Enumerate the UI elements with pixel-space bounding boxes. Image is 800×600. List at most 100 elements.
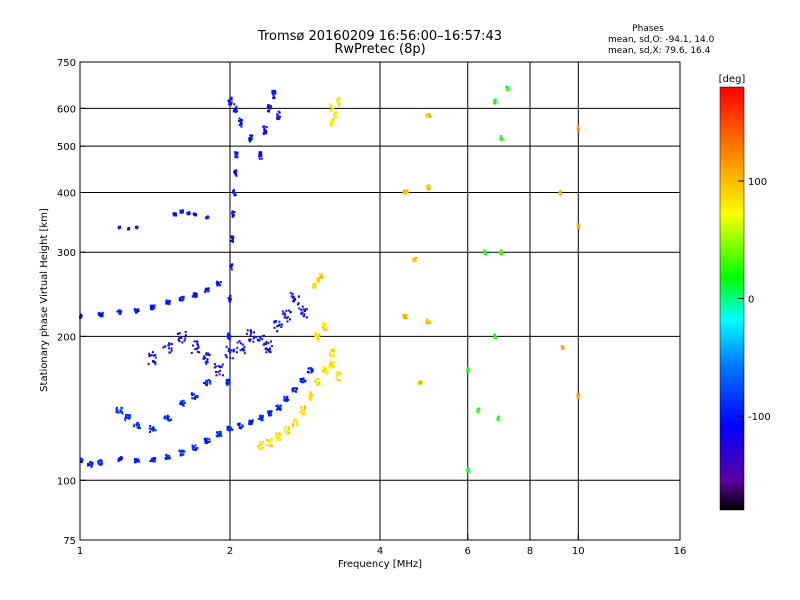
data-point xyxy=(151,460,154,463)
data-point xyxy=(269,348,271,351)
data-point xyxy=(427,113,430,116)
data-point xyxy=(172,213,175,216)
y-tick-label: 600 xyxy=(57,104,76,115)
data-point xyxy=(120,456,123,459)
data-point xyxy=(326,372,328,375)
data-point xyxy=(238,340,241,343)
data-point xyxy=(276,439,279,442)
data-point xyxy=(230,265,233,268)
data-point xyxy=(206,361,209,364)
data-point xyxy=(576,396,579,399)
data-point xyxy=(208,440,211,443)
data-point xyxy=(304,308,307,311)
data-point xyxy=(428,187,431,190)
data-point xyxy=(337,379,339,381)
data-point xyxy=(466,367,469,370)
data-point xyxy=(318,378,320,380)
y-axis-label: Stationary phase Virtual Height [km] xyxy=(39,208,50,392)
data-point xyxy=(228,338,231,341)
data-point xyxy=(331,349,334,352)
data-point xyxy=(97,313,100,316)
data-point xyxy=(182,298,185,301)
data-point xyxy=(307,397,310,400)
data-point xyxy=(234,151,237,154)
data-point xyxy=(133,458,136,461)
data-point xyxy=(179,211,182,214)
data-point xyxy=(184,330,187,333)
data-point xyxy=(267,105,270,108)
data-point xyxy=(206,382,209,385)
data-point xyxy=(404,316,407,319)
data-point xyxy=(117,411,119,414)
data-point xyxy=(332,352,335,355)
data-point xyxy=(323,369,326,372)
data-point xyxy=(276,325,279,328)
data-point xyxy=(287,426,290,428)
data-point xyxy=(268,444,271,447)
data-point xyxy=(238,117,241,120)
data-point xyxy=(196,350,199,353)
data-point xyxy=(231,214,234,217)
data-point xyxy=(283,316,286,319)
data-point xyxy=(119,458,121,461)
data-point xyxy=(330,105,333,108)
data-point xyxy=(237,424,240,427)
data-point xyxy=(306,371,309,373)
data-point xyxy=(278,117,281,120)
data-point xyxy=(207,287,210,290)
data-point xyxy=(100,459,103,462)
data-point xyxy=(153,458,156,461)
data-point xyxy=(190,351,193,354)
data-point xyxy=(222,374,224,377)
data-point xyxy=(239,349,242,352)
data-point xyxy=(194,444,197,447)
data-point xyxy=(230,428,233,431)
data-point xyxy=(329,352,332,355)
data-point xyxy=(427,184,430,187)
data-point xyxy=(332,365,335,368)
data-point xyxy=(166,455,169,458)
data-point xyxy=(227,99,230,102)
data-point xyxy=(278,439,281,442)
data-point xyxy=(313,282,316,285)
data-point xyxy=(175,214,177,217)
data-point xyxy=(415,257,418,259)
data-point xyxy=(192,344,195,347)
data-point xyxy=(270,444,273,447)
data-point xyxy=(277,406,280,409)
data-point xyxy=(208,354,211,357)
data-point xyxy=(180,296,183,299)
data-point xyxy=(101,462,104,465)
data-point xyxy=(560,346,563,349)
data-point xyxy=(251,419,254,422)
data-point xyxy=(220,434,223,437)
data-point xyxy=(207,441,209,444)
data-point xyxy=(260,416,263,419)
data-point xyxy=(241,424,244,427)
data-point xyxy=(301,378,304,381)
data-point xyxy=(196,395,199,398)
data-point xyxy=(240,125,243,128)
data-point xyxy=(263,130,266,133)
data-point xyxy=(333,116,336,119)
data-point xyxy=(228,300,231,303)
data-point xyxy=(208,438,211,441)
data-point xyxy=(319,273,321,276)
data-point xyxy=(119,408,122,411)
data-point xyxy=(419,382,422,384)
data-point xyxy=(234,170,237,172)
data-point xyxy=(241,347,244,350)
data-point xyxy=(331,364,334,366)
data-point xyxy=(406,317,409,320)
data-point xyxy=(205,287,208,290)
data-point xyxy=(252,340,255,343)
data-point xyxy=(265,126,268,129)
data-point xyxy=(118,411,121,414)
data-point xyxy=(317,383,319,386)
data-point xyxy=(285,431,288,434)
data-point xyxy=(304,310,306,312)
data-point xyxy=(301,413,304,416)
data-point xyxy=(165,301,168,304)
data-point xyxy=(301,311,304,314)
data-point xyxy=(330,348,333,351)
